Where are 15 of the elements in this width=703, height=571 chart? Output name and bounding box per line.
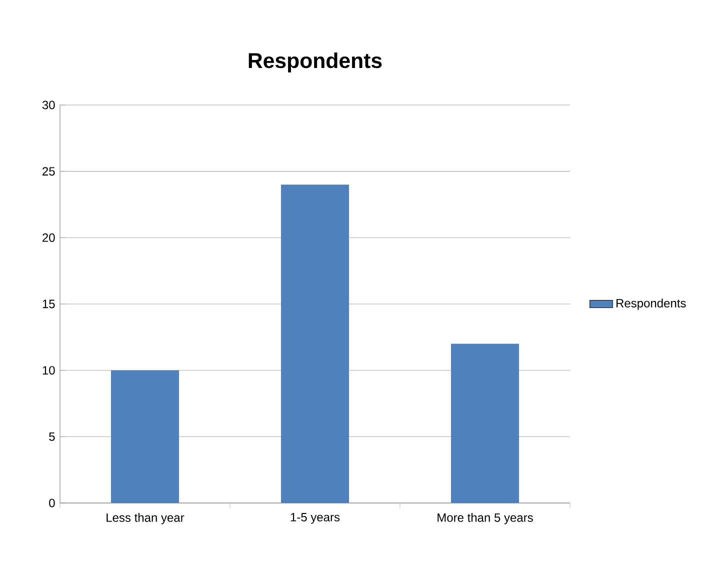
x-tick-label: 1-5 years bbox=[290, 513, 340, 524]
bar bbox=[111, 370, 179, 503]
x-tick-label: Less than year bbox=[106, 513, 184, 524]
bar bbox=[451, 344, 520, 503]
chart-title: Respondents bbox=[248, 52, 382, 72]
y-tick-label: 20 bbox=[42, 233, 55, 242]
legend-label: Respondents bbox=[616, 298, 686, 310]
y-tick-label: 0 bbox=[49, 498, 55, 508]
y-tick-label: 5 bbox=[49, 432, 55, 441]
y-tick-label: 30 bbox=[42, 100, 55, 110]
y-tick-label: 10 bbox=[42, 366, 55, 375]
y-tick-label: 25 bbox=[42, 167, 55, 176]
x-tick-label: More than 5 years bbox=[438, 513, 533, 524]
y-tick-label: 15 bbox=[42, 300, 55, 308]
bar bbox=[281, 184, 349, 503]
